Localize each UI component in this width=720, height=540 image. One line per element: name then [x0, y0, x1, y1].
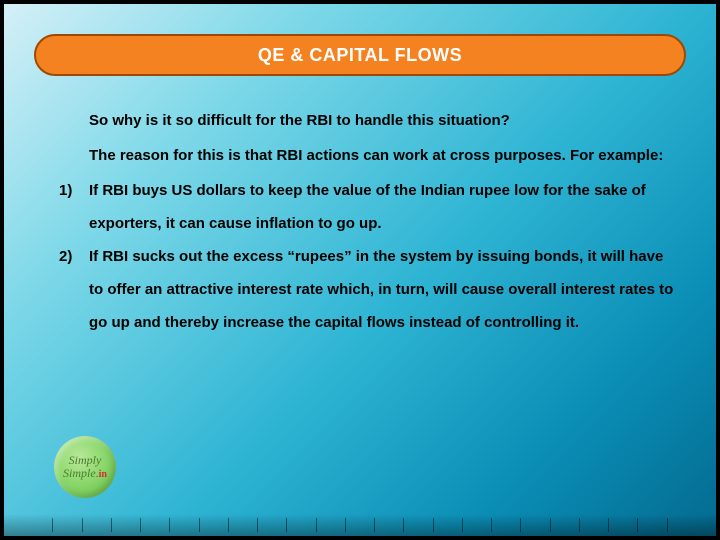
tick	[608, 518, 609, 532]
tick	[520, 518, 521, 532]
logo-text-1: Simply	[69, 454, 102, 466]
brand-logo: Simply Simple.in	[54, 436, 116, 498]
intro-line-2: The reason for this is that RBI actions …	[59, 139, 676, 172]
tick	[169, 518, 170, 532]
list-text: If RBI buys US dollars to keep the value…	[89, 174, 676, 240]
list-text: If RBI sucks out the excess “rupees” in …	[89, 240, 676, 339]
tick	[199, 518, 200, 532]
intro-line-1: So why is it so difficult for the RBI to…	[59, 104, 676, 137]
tick	[286, 518, 287, 532]
tick	[579, 518, 580, 532]
list-number: 1)	[59, 174, 89, 240]
tick	[433, 518, 434, 532]
tick	[140, 518, 141, 532]
tick	[637, 518, 638, 532]
tick	[403, 518, 404, 532]
tick	[374, 518, 375, 532]
tick	[667, 518, 668, 532]
slide-title: QE & CAPITAL FLOWS	[258, 45, 462, 66]
list-item: 2) If RBI sucks out the excess “rupees” …	[59, 240, 676, 339]
tick	[345, 518, 346, 532]
slide-body: So why is it so difficult for the RBI to…	[59, 104, 676, 339]
tick	[111, 518, 112, 532]
tick	[82, 518, 83, 532]
tick	[228, 518, 229, 532]
tick	[491, 518, 492, 532]
list-item: 1) If RBI buys US dollars to keep the va…	[59, 174, 676, 240]
tick	[316, 518, 317, 532]
logo-word: Simple	[63, 466, 96, 480]
tick	[462, 518, 463, 532]
tick	[52, 518, 53, 532]
title-bar: QE & CAPITAL FLOWS	[34, 34, 686, 76]
bottom-ticks	[4, 518, 716, 532]
tick	[550, 518, 551, 532]
logo-in: in	[99, 469, 107, 480]
logo-text-2: Simple.in	[63, 467, 107, 480]
slide: QE & CAPITAL FLOWS So why is it so diffi…	[0, 0, 720, 540]
list-number: 2)	[59, 240, 89, 339]
tick	[257, 518, 258, 532]
